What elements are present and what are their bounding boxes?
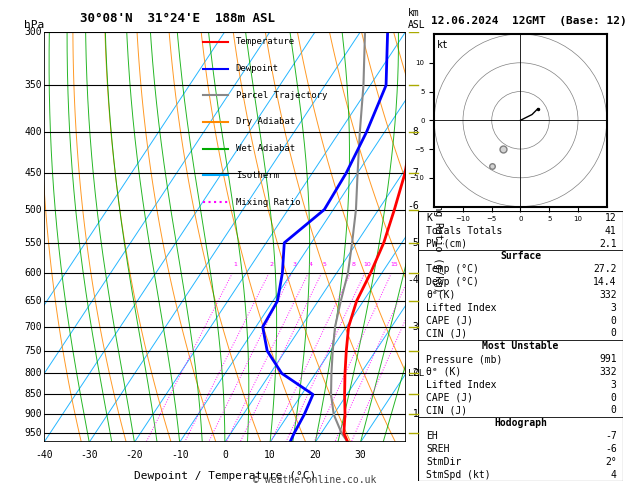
Text: 41: 41 (605, 226, 616, 236)
Text: 0: 0 (611, 405, 616, 416)
Text: StmSpd (kt): StmSpd (kt) (426, 469, 491, 480)
Text: Parcel Trajectory: Parcel Trajectory (236, 91, 327, 100)
Text: Hodograph: Hodograph (494, 418, 547, 428)
Text: Most Unstable: Most Unstable (482, 341, 559, 351)
Text: StmDir: StmDir (426, 457, 462, 467)
Text: 20: 20 (309, 451, 321, 460)
Text: -4: -4 (408, 275, 420, 285)
Text: 800: 800 (25, 368, 42, 378)
Text: Isotherm: Isotherm (236, 171, 279, 180)
Text: Dry Adiabat: Dry Adiabat (236, 118, 295, 126)
Text: 550: 550 (25, 238, 42, 248)
Text: 5: 5 (323, 262, 326, 267)
Text: Dewpoint: Dewpoint (236, 64, 279, 73)
Text: Mixing Ratio: Mixing Ratio (236, 197, 300, 207)
Text: θᵉ(K): θᵉ(K) (426, 290, 456, 300)
Text: 0: 0 (611, 393, 616, 403)
Text: 450: 450 (25, 168, 42, 178)
Text: 0: 0 (611, 329, 616, 338)
Text: Wet Adiabat: Wet Adiabat (236, 144, 295, 153)
Text: 8: 8 (352, 262, 355, 267)
Text: Temp (°C): Temp (°C) (426, 264, 479, 274)
Text: 650: 650 (25, 296, 42, 306)
Text: EH: EH (426, 431, 438, 441)
Text: 0: 0 (222, 451, 228, 460)
Text: 10: 10 (364, 262, 371, 267)
Text: 300: 300 (25, 27, 42, 36)
Text: 27.2: 27.2 (593, 264, 616, 274)
Text: 400: 400 (25, 127, 42, 137)
Text: Surface: Surface (500, 251, 541, 261)
Text: 750: 750 (25, 346, 42, 356)
Text: 2°: 2° (605, 457, 616, 467)
Text: -10: -10 (171, 451, 189, 460)
Text: kt: kt (437, 40, 449, 51)
Text: 1: 1 (233, 262, 237, 267)
Text: 3: 3 (611, 380, 616, 390)
Text: 0: 0 (611, 315, 616, 326)
Text: 500: 500 (25, 205, 42, 215)
Text: Temperature: Temperature (236, 37, 295, 46)
Text: Dewp (°C): Dewp (°C) (426, 277, 479, 287)
Text: -2: -2 (408, 368, 420, 378)
Text: CIN (J): CIN (J) (426, 329, 467, 338)
Text: Lifted Index: Lifted Index (426, 303, 497, 313)
Text: -7: -7 (408, 168, 420, 178)
Text: -1: -1 (408, 409, 420, 419)
Text: 10: 10 (264, 451, 276, 460)
Text: CIN (J): CIN (J) (426, 405, 467, 416)
Text: -7: -7 (605, 431, 616, 441)
Text: 950: 950 (25, 428, 42, 438)
Text: 2.1: 2.1 (599, 239, 616, 248)
Text: 700: 700 (25, 322, 42, 332)
Text: -6: -6 (605, 444, 616, 454)
Text: -30: -30 (81, 451, 98, 460)
Text: CAPE (J): CAPE (J) (426, 315, 474, 326)
Text: 2: 2 (270, 262, 274, 267)
Text: 332: 332 (599, 290, 616, 300)
Text: Pressure (mb): Pressure (mb) (426, 354, 503, 364)
Text: Totals Totals: Totals Totals (426, 226, 503, 236)
Text: Lifted Index: Lifted Index (426, 380, 497, 390)
Text: 3: 3 (292, 262, 296, 267)
Text: K: K (426, 213, 432, 223)
Text: 30: 30 (355, 451, 366, 460)
Text: -5: -5 (408, 238, 420, 248)
Text: 350: 350 (25, 80, 42, 90)
Text: PW (cm): PW (cm) (426, 239, 467, 248)
Text: 14.4: 14.4 (593, 277, 616, 287)
Text: 850: 850 (25, 389, 42, 399)
Text: 15: 15 (390, 262, 398, 267)
Text: -3: -3 (408, 322, 420, 332)
Text: 3: 3 (611, 303, 616, 313)
Text: -40: -40 (35, 451, 53, 460)
Text: Mixing Ratio (g/kg): Mixing Ratio (g/kg) (433, 181, 443, 293)
Text: 4: 4 (611, 469, 616, 480)
Text: -20: -20 (126, 451, 143, 460)
Text: 12: 12 (605, 213, 616, 223)
Text: km
ASL: km ASL (408, 8, 425, 30)
Text: CAPE (J): CAPE (J) (426, 393, 474, 403)
Text: LCL: LCL (408, 369, 424, 378)
Text: 30°08'N  31°24'E  188m ASL: 30°08'N 31°24'E 188m ASL (81, 13, 276, 25)
Text: 332: 332 (599, 367, 616, 377)
Text: 4: 4 (309, 262, 313, 267)
Text: 991: 991 (599, 354, 616, 364)
Text: 900: 900 (25, 409, 42, 419)
Text: © weatheronline.co.uk: © weatheronline.co.uk (253, 475, 376, 485)
Text: hPa: hPa (24, 19, 45, 30)
Text: SREH: SREH (426, 444, 450, 454)
Text: θᵉ (K): θᵉ (K) (426, 367, 462, 377)
Text: 600: 600 (25, 268, 42, 278)
Text: -8: -8 (408, 127, 420, 137)
Text: Dewpoint / Temperature (°C): Dewpoint / Temperature (°C) (134, 471, 316, 481)
Text: 12.06.2024  12GMT  (Base: 12): 12.06.2024 12GMT (Base: 12) (431, 16, 626, 26)
Text: -6: -6 (408, 201, 420, 211)
